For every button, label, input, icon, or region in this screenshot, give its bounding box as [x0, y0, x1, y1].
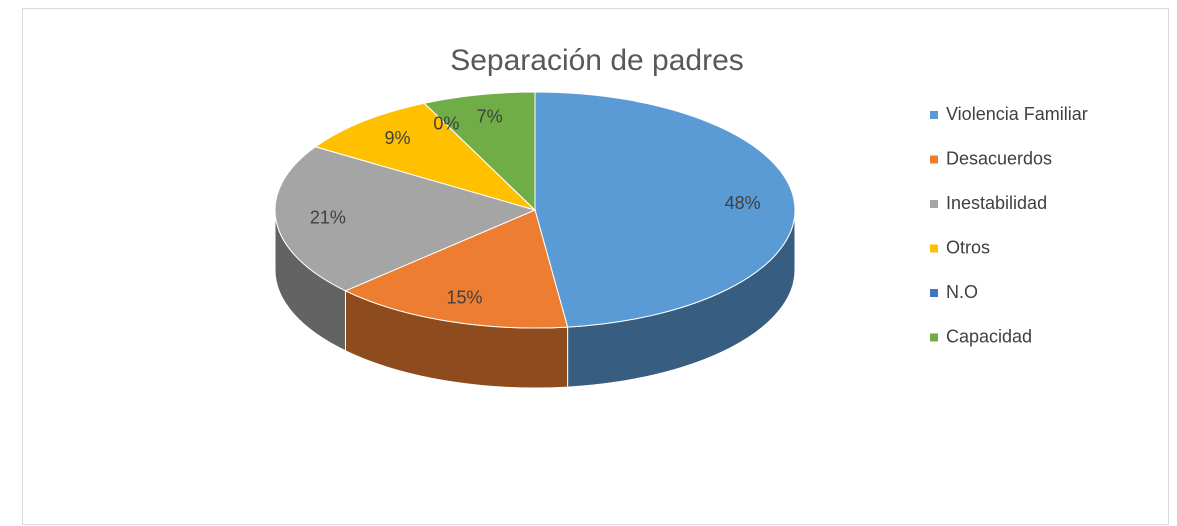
legend-label: Desacuerdos: [946, 148, 1052, 168]
chart-title: Separación de padres: [450, 44, 744, 77]
legend-label: Otros: [946, 237, 990, 257]
legend-swatch: [930, 244, 938, 253]
legend-label: Inestabilidad: [946, 193, 1047, 213]
data-label: 15%: [447, 288, 483, 308]
legend-swatch: [930, 155, 938, 164]
legend-label: Violencia Familiar: [946, 104, 1088, 124]
slice: [534, 91, 796, 328]
legend-swatch: [930, 333, 938, 342]
legend-swatch: [930, 111, 938, 119]
slice: [344, 209, 569, 329]
legend-label: N.O: [946, 282, 978, 302]
slice: [423, 91, 536, 212]
legend-label: Capacidad: [946, 326, 1032, 346]
data-label: 7%: [477, 107, 503, 127]
legend-swatch: [930, 200, 938, 208]
data-label: 0%: [433, 113, 459, 133]
data-label: 48%: [725, 193, 761, 213]
data-label: 9%: [384, 128, 410, 148]
slice: [314, 102, 536, 211]
legend-swatch: [930, 289, 938, 297]
data-label: 21%: [310, 208, 346, 228]
slice: [274, 146, 537, 292]
